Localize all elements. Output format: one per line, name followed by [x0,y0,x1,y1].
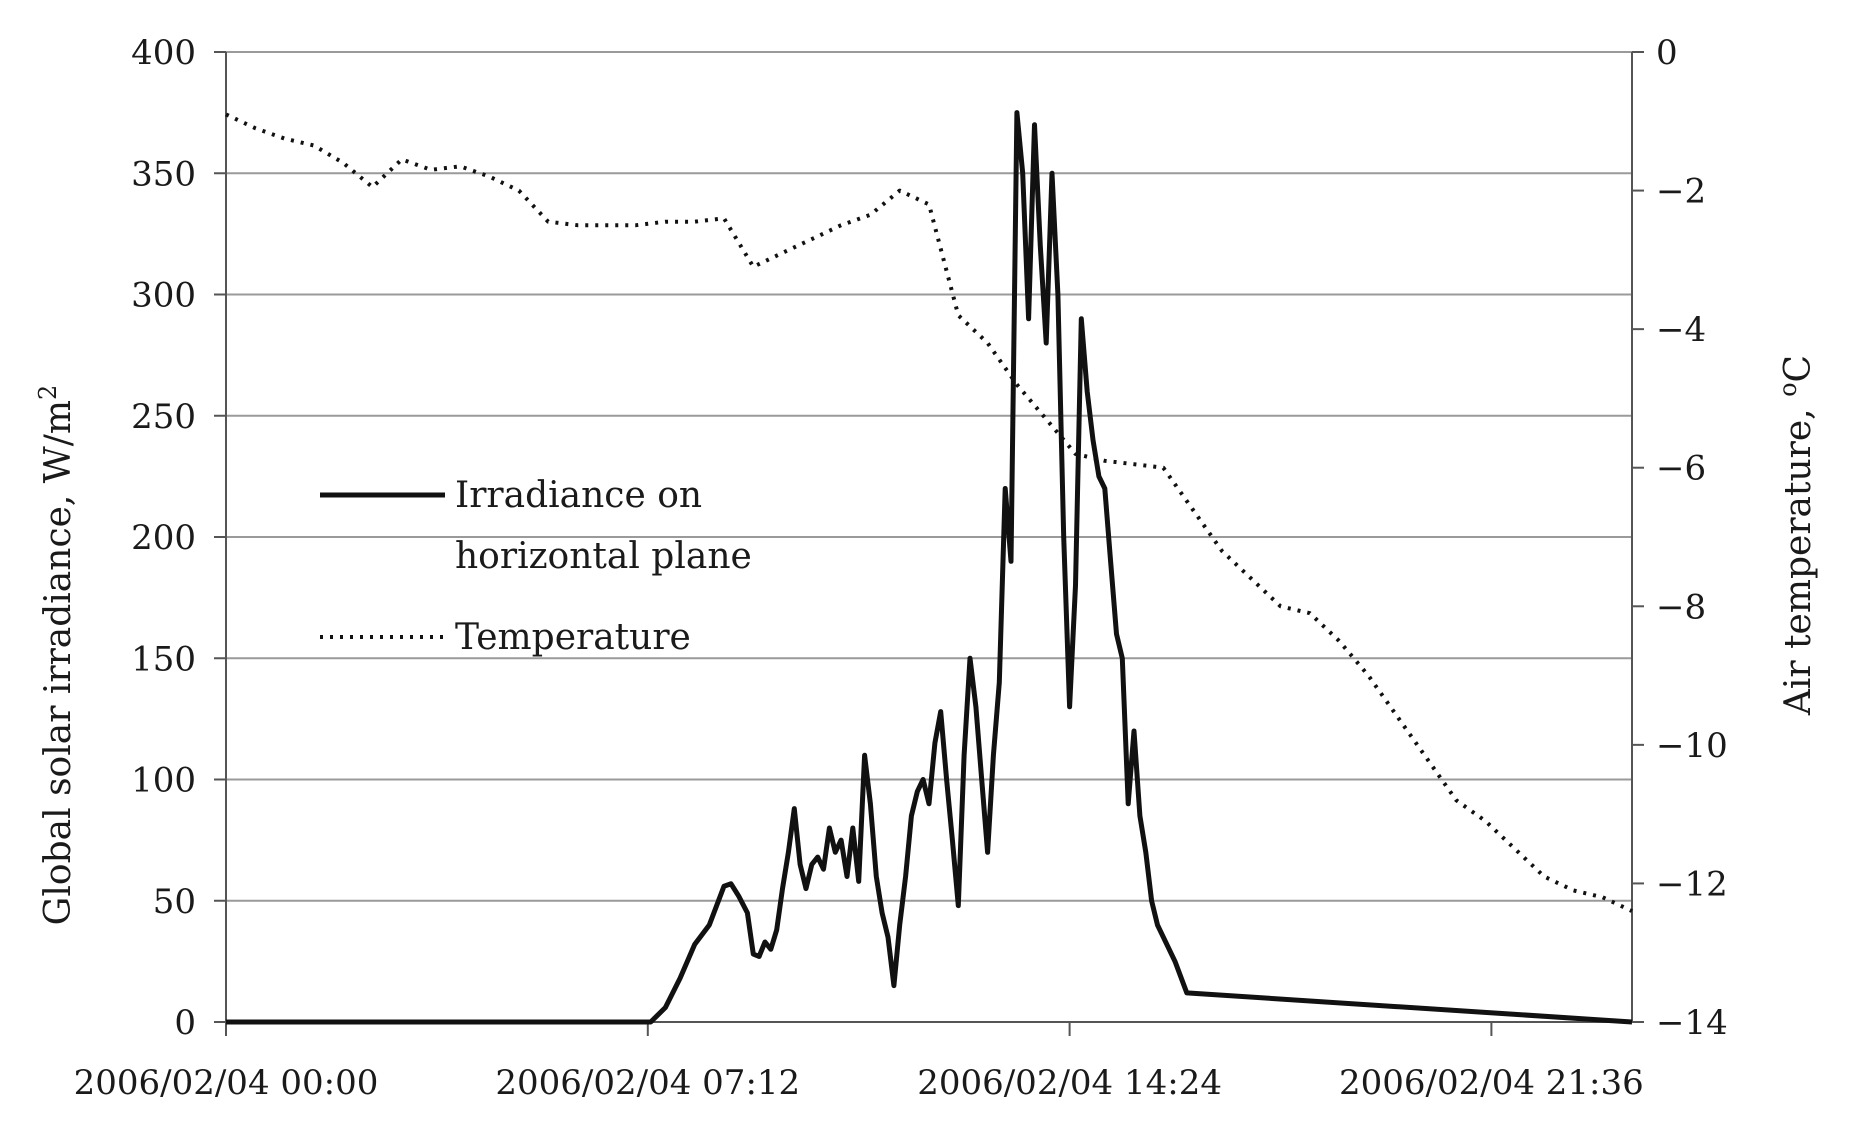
irradiance-series-line [226,110,1633,1025]
right-tick-label: −6 [1656,449,1706,489]
series-layer [225,110,1633,1025]
right-tick-label: −2 [1656,172,1706,212]
right-tick-label: −12 [1656,864,1728,904]
right-tick-labels: −14 −12 −10 −8 −6 −4 −2 0 [1656,33,1728,1043]
gridlines [226,51,1632,1023]
right-tick-label: −14 [1656,1003,1728,1043]
legend-irradiance-label-line2: horizontal plane [455,536,752,577]
legend-irradiance-label-line1: Irradiance on [455,475,702,516]
left-tick-label: 150 [131,639,196,679]
axes [214,51,1644,1036]
left-axis-label: Global solar irradiance, W/m2 [34,385,79,926]
left-tick-labels: 0 50 100 150 200 250 300 350 400 [131,33,196,1043]
x-tick-label: 2006/02/04 14:24 [917,1063,1222,1103]
right-axis-label-text: Air temperature, [1778,397,1819,716]
right-axis-label: Air temperature, oC [1774,355,1819,716]
left-tick-label: 100 [131,761,196,801]
left-tick-label: 50 [153,882,196,922]
legend-temperature-label: Temperature [455,617,691,658]
right-tick-label: 0 [1656,33,1678,73]
left-tick-label: 200 [131,518,196,558]
x-tick-label: 2006/02/04 00:00 [74,1063,379,1103]
x-tick-labels: 2006/02/04 00:00 2006/02/04 07:12 2006/02/… [74,1063,1644,1103]
left-axis-label-text: Global solar irradiance, W/m [38,400,79,925]
right-axis-label-unit: C [1778,355,1819,383]
x-tick-label: 2006/02/04 21:36 [1339,1063,1644,1103]
right-tick-label: −4 [1656,310,1706,350]
right-tick-label: −8 [1656,587,1706,627]
right-axis-label-superscript: o [1774,382,1802,396]
left-tick-label: 400 [131,33,196,73]
x-tick-label: 2006/02/04 07:12 [495,1063,800,1103]
left-axis-label-superscript: 2 [34,385,62,400]
left-tick-label: 250 [131,397,196,437]
left-tick-label: 0 [174,1003,196,1043]
left-tick-label: 350 [131,154,196,194]
legend: Irradiance on horizontal plane Temperatu… [320,475,752,658]
left-tick-label: 300 [131,276,196,316]
right-tick-label: −10 [1656,726,1728,766]
